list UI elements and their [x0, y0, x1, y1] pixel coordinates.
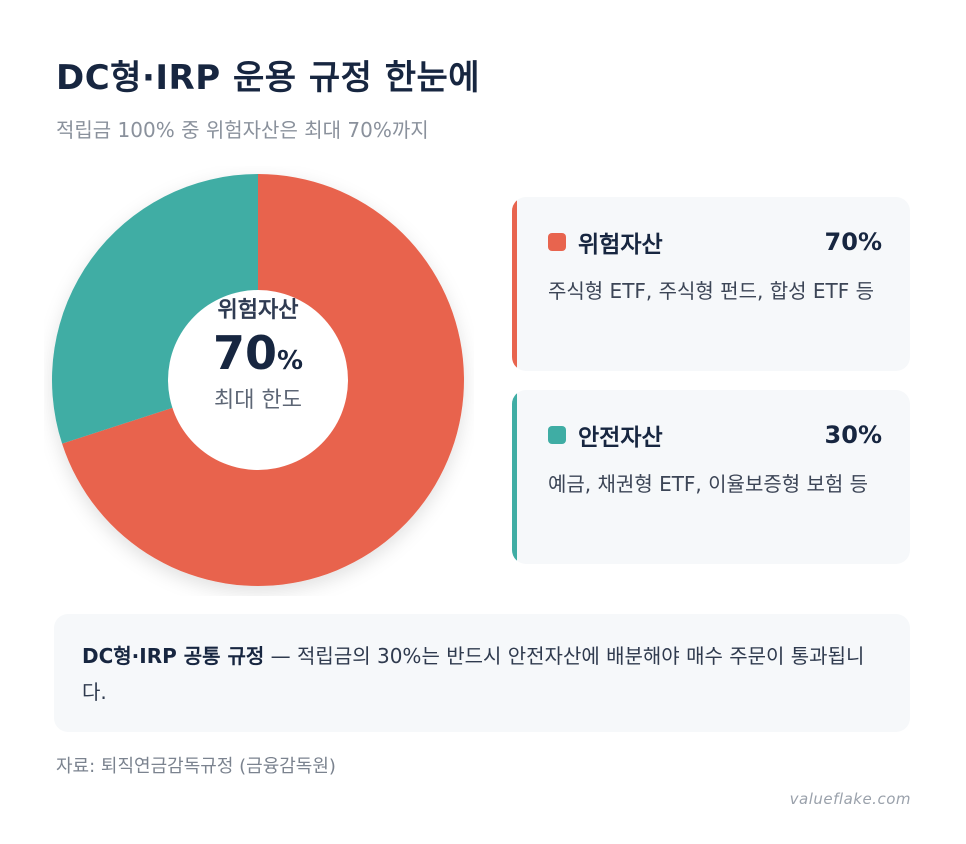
watermark: valueflake.com	[789, 790, 911, 808]
center-unit: %	[276, 346, 304, 376]
legend-card-risk: 위험자산 70% 주식형 ETF, 주식형 펀드, 합성 ETF 등	[512, 197, 910, 371]
center-number: 70	[212, 326, 277, 380]
legend-swatch-risk	[548, 233, 566, 251]
donut-hole	[168, 290, 348, 470]
legend-description-safe: 예금, 채권형 ETF, 이율보증형 보험 등	[548, 472, 869, 496]
center-value: 70%	[168, 330, 348, 376]
center-label: 위험자산	[217, 298, 299, 323]
legend-name: 안전자산	[548, 418, 663, 452]
donut-chart	[44, 166, 474, 596]
legend-card-header: 안전자산 30%	[548, 418, 882, 452]
legend-label-safe: 안전자산	[578, 425, 663, 451]
rule-note-title: DC형·IRP 공통 규정	[82, 644, 265, 668]
legend-swatch-safe	[548, 426, 566, 444]
legend-description-risk: 주식형 ETF, 주식형 펀드, 합성 ETF 등	[548, 279, 874, 303]
legend-card-header: 위험자산 70%	[548, 225, 882, 259]
chart-title: DC형·IRP 운용 규정 한눈에	[56, 58, 481, 98]
legend-card-safe: 안전자산 30% 예금, 채권형 ETF, 이율보증형 보험 등	[512, 390, 910, 564]
source-text: 자료: 퇴직연금감독규정 (금융감독원)	[56, 756, 336, 777]
rule-note: DC형·IRP 공통 규정 — 적립금의 30%는 반드시 안전자산에 배분해야…	[54, 614, 910, 732]
legend-label-risk: 위험자산	[578, 232, 663, 258]
rule-note-text: — 적립금의 30%는 반드시 안전자산에 배분해야 매수 주문이 통과됩니다.	[82, 644, 865, 704]
legend-name: 위험자산	[548, 225, 663, 259]
donut-center: 위험자산 70% 최대 한도	[168, 292, 348, 414]
donut-svg	[51, 174, 464, 586]
center-sublabel: 최대 한도	[214, 388, 302, 413]
legend-percent-safe: 30%	[824, 421, 882, 449]
chart-subtitle: 적립금 100% 중 위험자산은 최대 70%까지	[56, 118, 429, 142]
legend-percent-risk: 70%	[824, 228, 882, 256]
